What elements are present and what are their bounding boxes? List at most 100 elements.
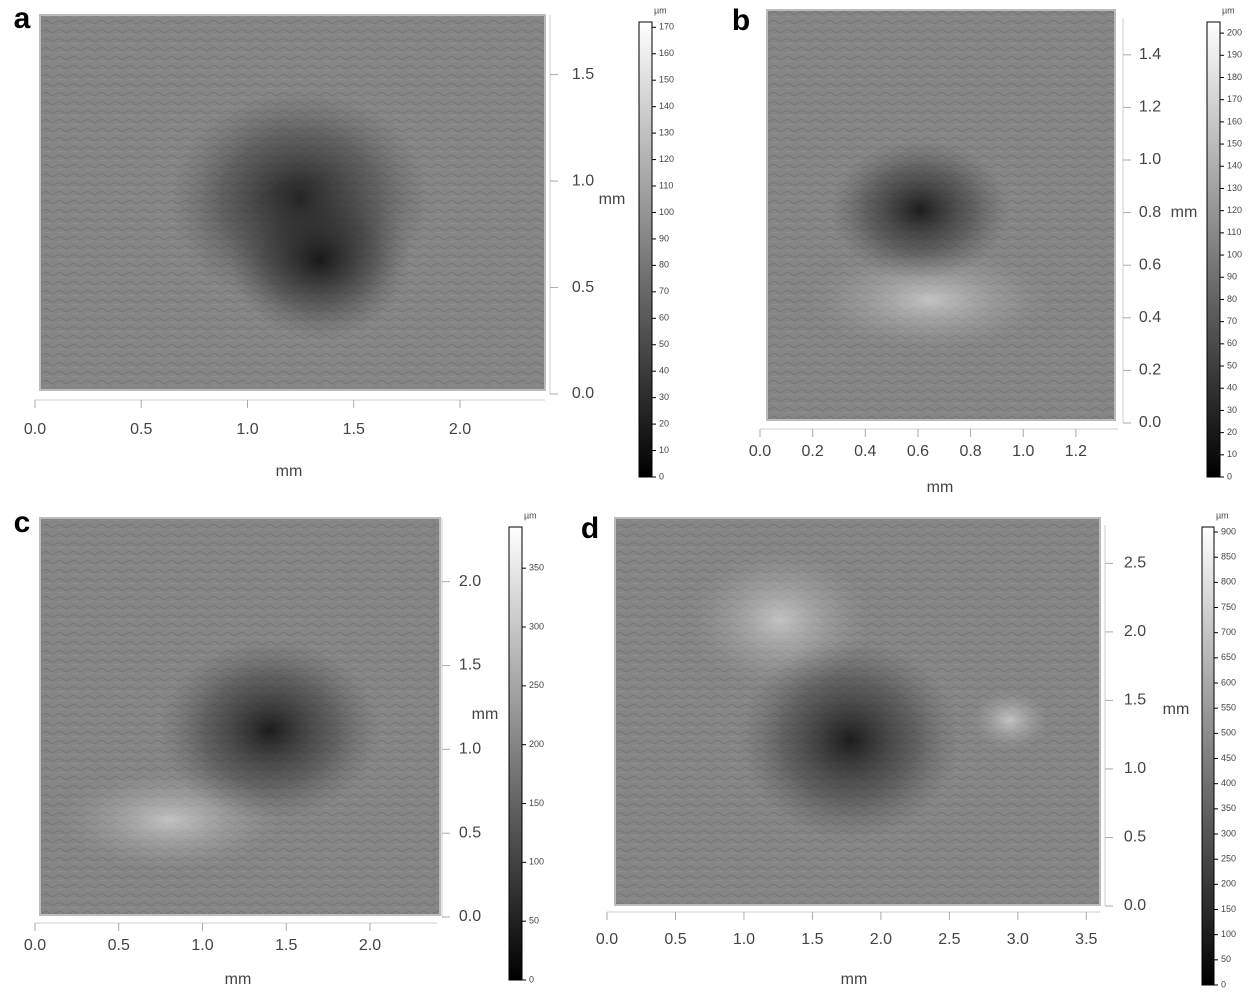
colorbar-tick-label: 130 <box>659 127 674 137</box>
colorbar-tick-label: 900 <box>1221 526 1236 536</box>
x-tick-label: 1.0 <box>191 937 213 954</box>
colorbar-tick-label: 850 <box>1221 552 1236 562</box>
colorbar-tick-label: 60 <box>1227 338 1237 348</box>
x-tick-label: 1.2 <box>1065 443 1087 460</box>
colorbar-tick-label: 180 <box>1227 72 1242 82</box>
colorbar-tick-label: 550 <box>1221 703 1236 713</box>
x-tick-label: 0.6 <box>907 443 929 460</box>
colorbar-tick-label: 650 <box>1221 652 1236 662</box>
y-tick-label: 2.0 <box>1124 623 1146 640</box>
colorbar-tick-label: 80 <box>1227 294 1237 304</box>
y-tick-label: 0.6 <box>1139 256 1161 273</box>
colorbar-tick-label: 100 <box>1227 249 1242 259</box>
colorbar-tick-label: 350 <box>529 563 544 573</box>
y-tick-label: 1.0 <box>1124 760 1146 777</box>
colorbar-tick-label: 90 <box>659 233 669 243</box>
colorbar-tick-label: 600 <box>1221 677 1236 687</box>
colorbar-tick-label: 140 <box>659 101 674 111</box>
x-tick-label: 0.2 <box>802 443 824 460</box>
surface-pit <box>740 640 960 840</box>
y-tick-label: 0.8 <box>1139 204 1161 221</box>
colorbar-tick-label: 130 <box>1227 183 1242 193</box>
x-tick-label: 3.0 <box>1007 931 1029 948</box>
colorbar-tick-label: 70 <box>659 286 669 296</box>
x-tick-label: 1.5 <box>343 421 365 438</box>
colorbar-label: µm <box>654 5 667 15</box>
x-tick-label: 1.0 <box>1012 443 1034 460</box>
colorbar-tick-label: 250 <box>529 680 544 690</box>
colorbar-tick-label: 20 <box>1227 427 1237 437</box>
x-tick-label: 2.0 <box>449 421 471 438</box>
colorbar-tick-label: 0 <box>1221 979 1226 989</box>
x-tick-label: 0.8 <box>959 443 981 460</box>
panel-label: b <box>732 4 750 37</box>
x-tick-label: 0.0 <box>596 931 618 948</box>
x-tick-label: 0.4 <box>854 443 876 460</box>
surface-pit <box>230 180 410 340</box>
colorbar-tick-label: 80 <box>659 260 669 270</box>
surface-ridge <box>970 690 1050 750</box>
colorbar <box>509 527 522 980</box>
colorbar-tick-label: 0 <box>1227 471 1232 481</box>
colorbar <box>639 22 652 477</box>
colorbar-label: µm <box>1216 510 1229 520</box>
colorbar-tick-label: 450 <box>1221 753 1236 763</box>
colorbar-tick-label: 40 <box>659 366 669 376</box>
colorbar-tick-label: 110 <box>1227 227 1241 237</box>
y-tick-label: 1.2 <box>1139 99 1161 116</box>
y-tick-label: 0.0 <box>1139 414 1161 431</box>
colorbar-tick-label: 170 <box>1227 94 1242 104</box>
colorbar-tick-label: 90 <box>1227 272 1237 282</box>
y-tick-label: 0.5 <box>1124 829 1146 846</box>
y-tick-label: 0.5 <box>572 279 594 296</box>
colorbar-tick-label: 0 <box>529 974 534 984</box>
x-tick-label: 0.5 <box>130 421 152 438</box>
y-axis-label: mm <box>1171 204 1198 221</box>
colorbar-tick-label: 700 <box>1221 627 1236 637</box>
y-tick-label: 0.0 <box>572 385 594 402</box>
x-tick-label: 1.5 <box>801 931 823 948</box>
colorbar-tick-label: 190 <box>1227 50 1242 60</box>
y-axis-label: mm <box>1163 701 1190 718</box>
colorbar-tick-label: 50 <box>659 339 669 349</box>
colorbar-tick-label: 30 <box>1227 405 1237 415</box>
surface-pit <box>160 640 380 820</box>
colorbar-tick-label: 40 <box>1227 383 1237 393</box>
colorbar-tick-label: 0 <box>659 471 664 481</box>
x-tick-label: 2.0 <box>359 937 381 954</box>
colorbar-tick-label: 100 <box>1221 929 1236 939</box>
y-tick-label: 0.0 <box>1124 897 1146 914</box>
y-tick-label: 1.5 <box>572 66 594 83</box>
panel-label: d <box>581 512 599 545</box>
x-tick-label: 1.0 <box>733 931 755 948</box>
colorbar-tick-label: 50 <box>529 916 539 926</box>
y-tick-label: 0.0 <box>459 908 481 925</box>
colorbar-tick-label: 750 <box>1221 602 1236 612</box>
colorbar-tick-label: 100 <box>529 857 544 867</box>
colorbar-tick-label: 150 <box>1221 904 1236 914</box>
colorbar-tick-label: 170 <box>659 22 674 32</box>
x-tick-label: 0.0 <box>24 937 46 954</box>
colorbar-tick-label: 120 <box>1227 205 1242 215</box>
x-axis-label: mm <box>841 971 868 988</box>
colorbar-tick-label: 250 <box>1221 854 1236 864</box>
x-tick-label: 1.0 <box>236 421 258 438</box>
colorbar-tick-label: 200 <box>529 739 544 749</box>
colorbar-tick-label: 30 <box>659 392 669 402</box>
colorbar-tick-label: 120 <box>659 154 674 164</box>
colorbar-tick-label: 400 <box>1221 778 1236 788</box>
y-axis-label: mm <box>599 191 626 208</box>
colorbar-tick-label: 300 <box>1221 828 1236 838</box>
x-axis-label: mm <box>927 479 954 496</box>
y-tick-label: 1.0 <box>572 172 594 189</box>
colorbar-tick-label: 60 <box>659 313 669 323</box>
colorbar-tick-label: 70 <box>1227 316 1237 326</box>
colorbar-tick-label: 200 <box>1227 27 1242 37</box>
colorbar-tick-label: 10 <box>1227 449 1237 459</box>
colorbar <box>1202 527 1214 985</box>
colorbar-label: µm <box>1222 5 1235 15</box>
colorbar-tick-label: 50 <box>1227 360 1237 370</box>
colorbar-tick-label: 300 <box>529 621 544 631</box>
colorbar-tick-label: 200 <box>1221 879 1236 889</box>
y-axis-label: mm <box>472 706 499 723</box>
